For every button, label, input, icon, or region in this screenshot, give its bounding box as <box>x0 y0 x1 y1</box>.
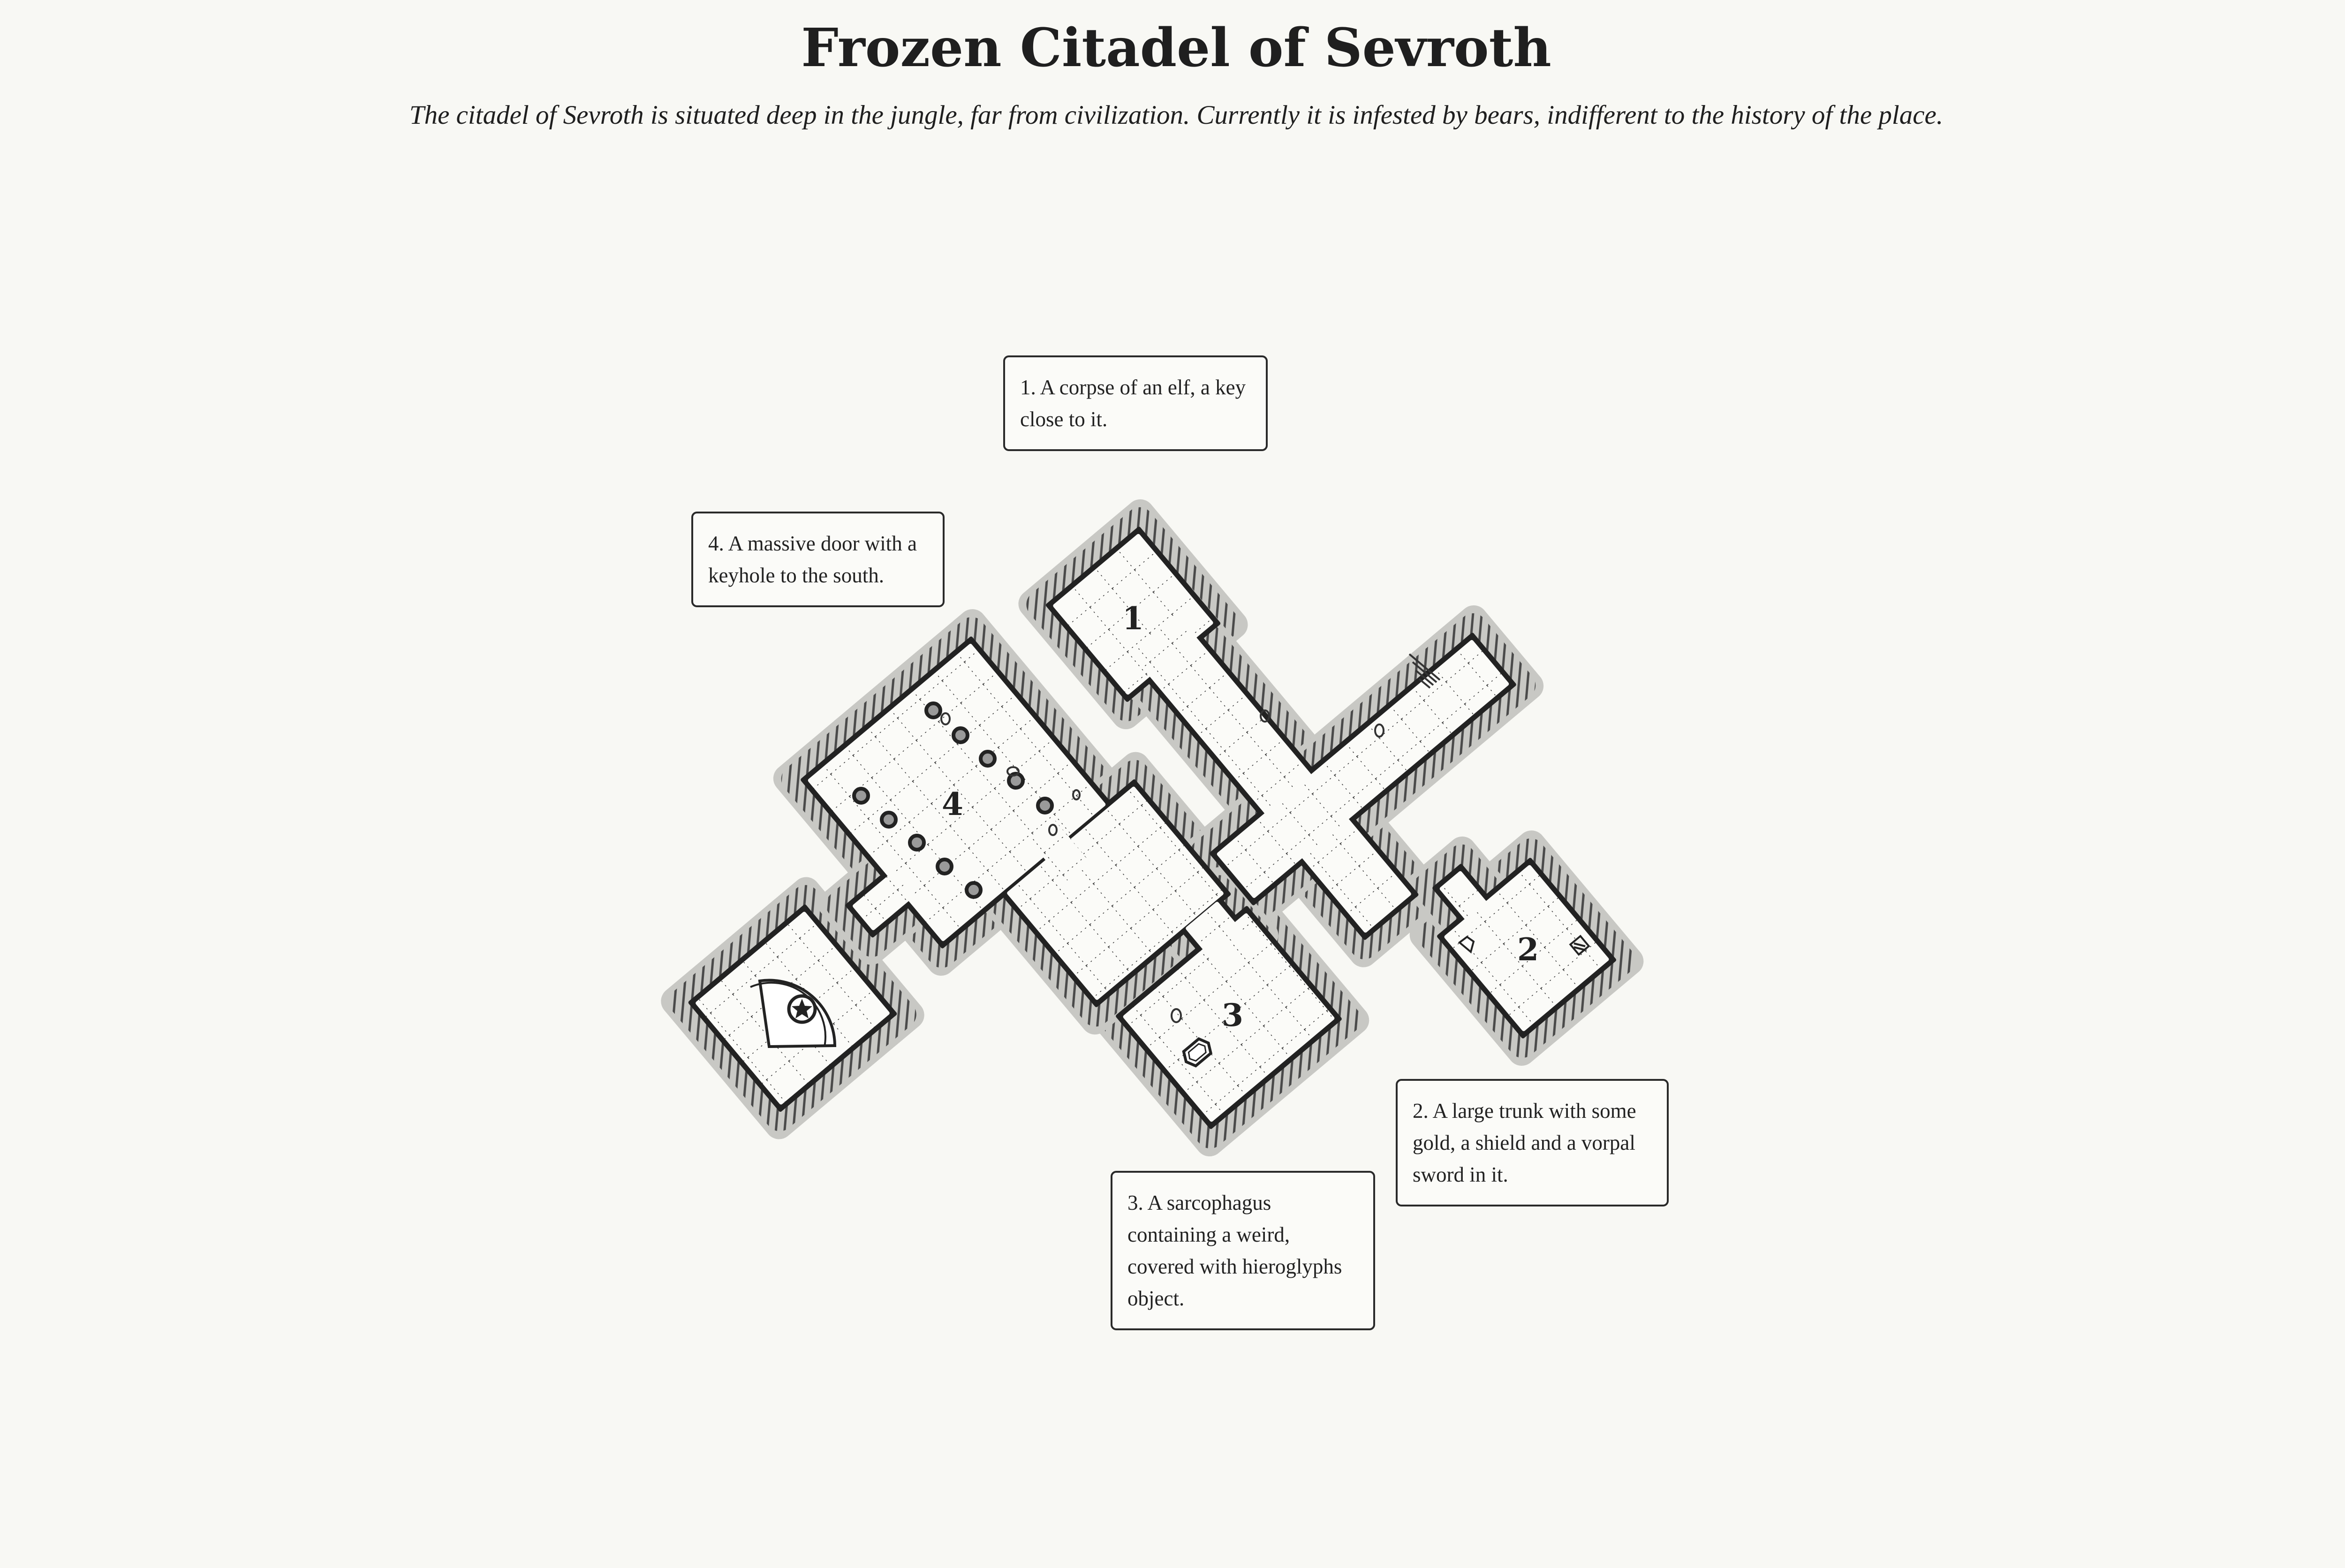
sarcophagus-icon <box>1182 1037 1213 1068</box>
room-3-grid <box>1123 913 1335 1122</box>
pillar-icon <box>1007 772 1025 790</box>
room-note-text: 2. A large trunk with some gold, a shiel… <box>1413 1099 1636 1186</box>
room-label-2: 2 <box>1517 931 1539 968</box>
corridor-a-grid <box>1131 615 1411 933</box>
pillar-icon <box>1036 797 1054 814</box>
room-note-text: 3. A sarcophagus containing a weird, cov… <box>1127 1191 1342 1310</box>
room-note-3: 3. A sarcophagus containing a weird, cov… <box>1111 1171 1375 1330</box>
room-labels: 1 2 3 4 <box>942 600 1539 1033</box>
stairs-icon <box>1408 653 1441 689</box>
link-3-grid <box>1186 902 1244 960</box>
link-4-hall-grid <box>1029 819 1089 882</box>
room-2-grid <box>1444 865 1609 1032</box>
pillar-icon <box>979 750 997 768</box>
room-label-1: 1 <box>1122 600 1144 637</box>
rubble-icon <box>940 709 1384 1023</box>
room-label-4: 4 <box>942 786 963 822</box>
shield-icon <box>1458 935 1475 954</box>
hall-center-grid <box>1007 786 1224 1000</box>
corridor-b-grid <box>1217 640 1509 898</box>
room-note-text: 1. A corpse of an elf, a key close to it… <box>1020 376 1246 431</box>
pillar-row <box>852 701 1054 899</box>
room-note-1: 1. A corpse of an elf, a key close to it… <box>1003 355 1268 451</box>
pillar-icon <box>880 811 898 829</box>
pillar-icon <box>952 726 969 744</box>
dungeon-features <box>750 653 1590 1068</box>
pillar-icon <box>965 881 983 899</box>
room-label-3: 3 <box>1222 997 1243 1033</box>
room-note-text: 4. A massive door with a keyhole to the … <box>708 532 917 587</box>
dungeon-floors <box>696 534 1609 1122</box>
pillar-icon <box>852 787 870 805</box>
page-title: Frozen Citadel of Sevroth <box>801 17 1551 79</box>
pillar-icon <box>936 858 953 875</box>
shrine-icon <box>750 979 837 1048</box>
pillar-icon <box>908 834 926 852</box>
room-note-4: 4. A massive door with a keyhole to the … <box>691 512 945 607</box>
pillar-icon <box>924 701 942 719</box>
link-4-sw-grid <box>853 870 915 930</box>
room-4-grid <box>808 644 1106 941</box>
link-2-grid <box>1439 871 1487 920</box>
room-note-2: 2. A large trunk with some gold, a shiel… <box>1396 1079 1669 1206</box>
page-subtitle: The citadel of Sevroth is situated deep … <box>409 100 1944 130</box>
trunk-icon <box>1569 935 1590 956</box>
